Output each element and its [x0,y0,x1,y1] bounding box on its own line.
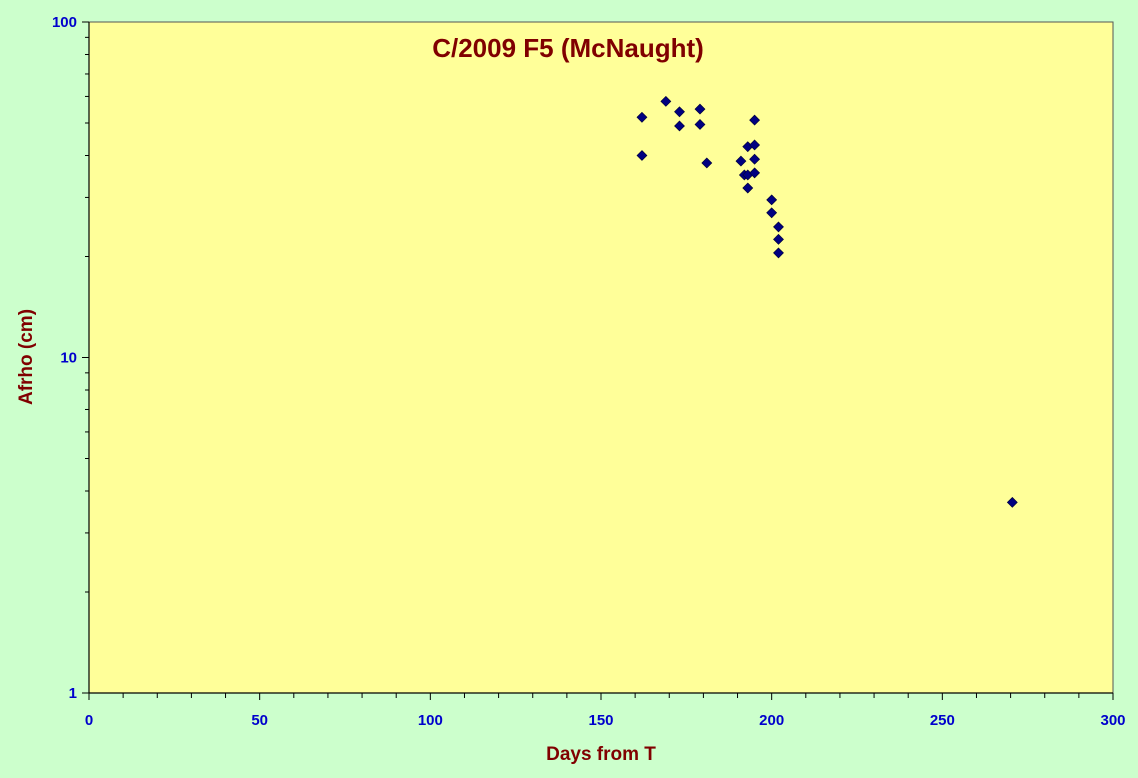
x-tick-label: 0 [85,712,93,729]
data-point [773,221,784,233]
chart-title: C/2009 F5 (McNaught) [432,33,704,63]
x-tick-label: 100 [418,712,443,729]
data-point [766,194,778,206]
axes: 0 50 100 150 200 250 300 1 10 100 [52,14,1126,729]
y-axis-title: Afrho (cm) [16,309,37,405]
data-point [766,207,778,219]
data-point [694,103,706,115]
x-tick-label: 250 [930,712,955,729]
data-point [749,167,761,179]
y-tick-label: 100 [52,14,77,31]
data-point [660,95,672,107]
data-point [742,182,754,194]
x-tick-label: 50 [251,712,268,729]
data-point [735,155,747,167]
data-point [749,153,761,165]
plot-area [88,21,1114,694]
data-point [636,111,648,123]
x-tick-label: 300 [1100,712,1125,729]
y-tick-label: 10 [60,350,77,367]
y-tick-label: 1 [69,685,77,702]
data-point [773,233,784,245]
data-point [749,114,761,126]
data-point [636,150,648,161]
x-axis-title: Days from T [546,744,656,765]
data-point [1006,496,1018,508]
data-point [701,157,713,169]
data-point [674,120,685,132]
data-points [636,95,1018,508]
data-point [773,247,784,259]
x-tick-label: 150 [588,712,613,729]
x-tick-label: 200 [759,712,784,729]
data-point [674,106,685,118]
data-point [749,139,761,151]
data-point [694,119,706,130]
